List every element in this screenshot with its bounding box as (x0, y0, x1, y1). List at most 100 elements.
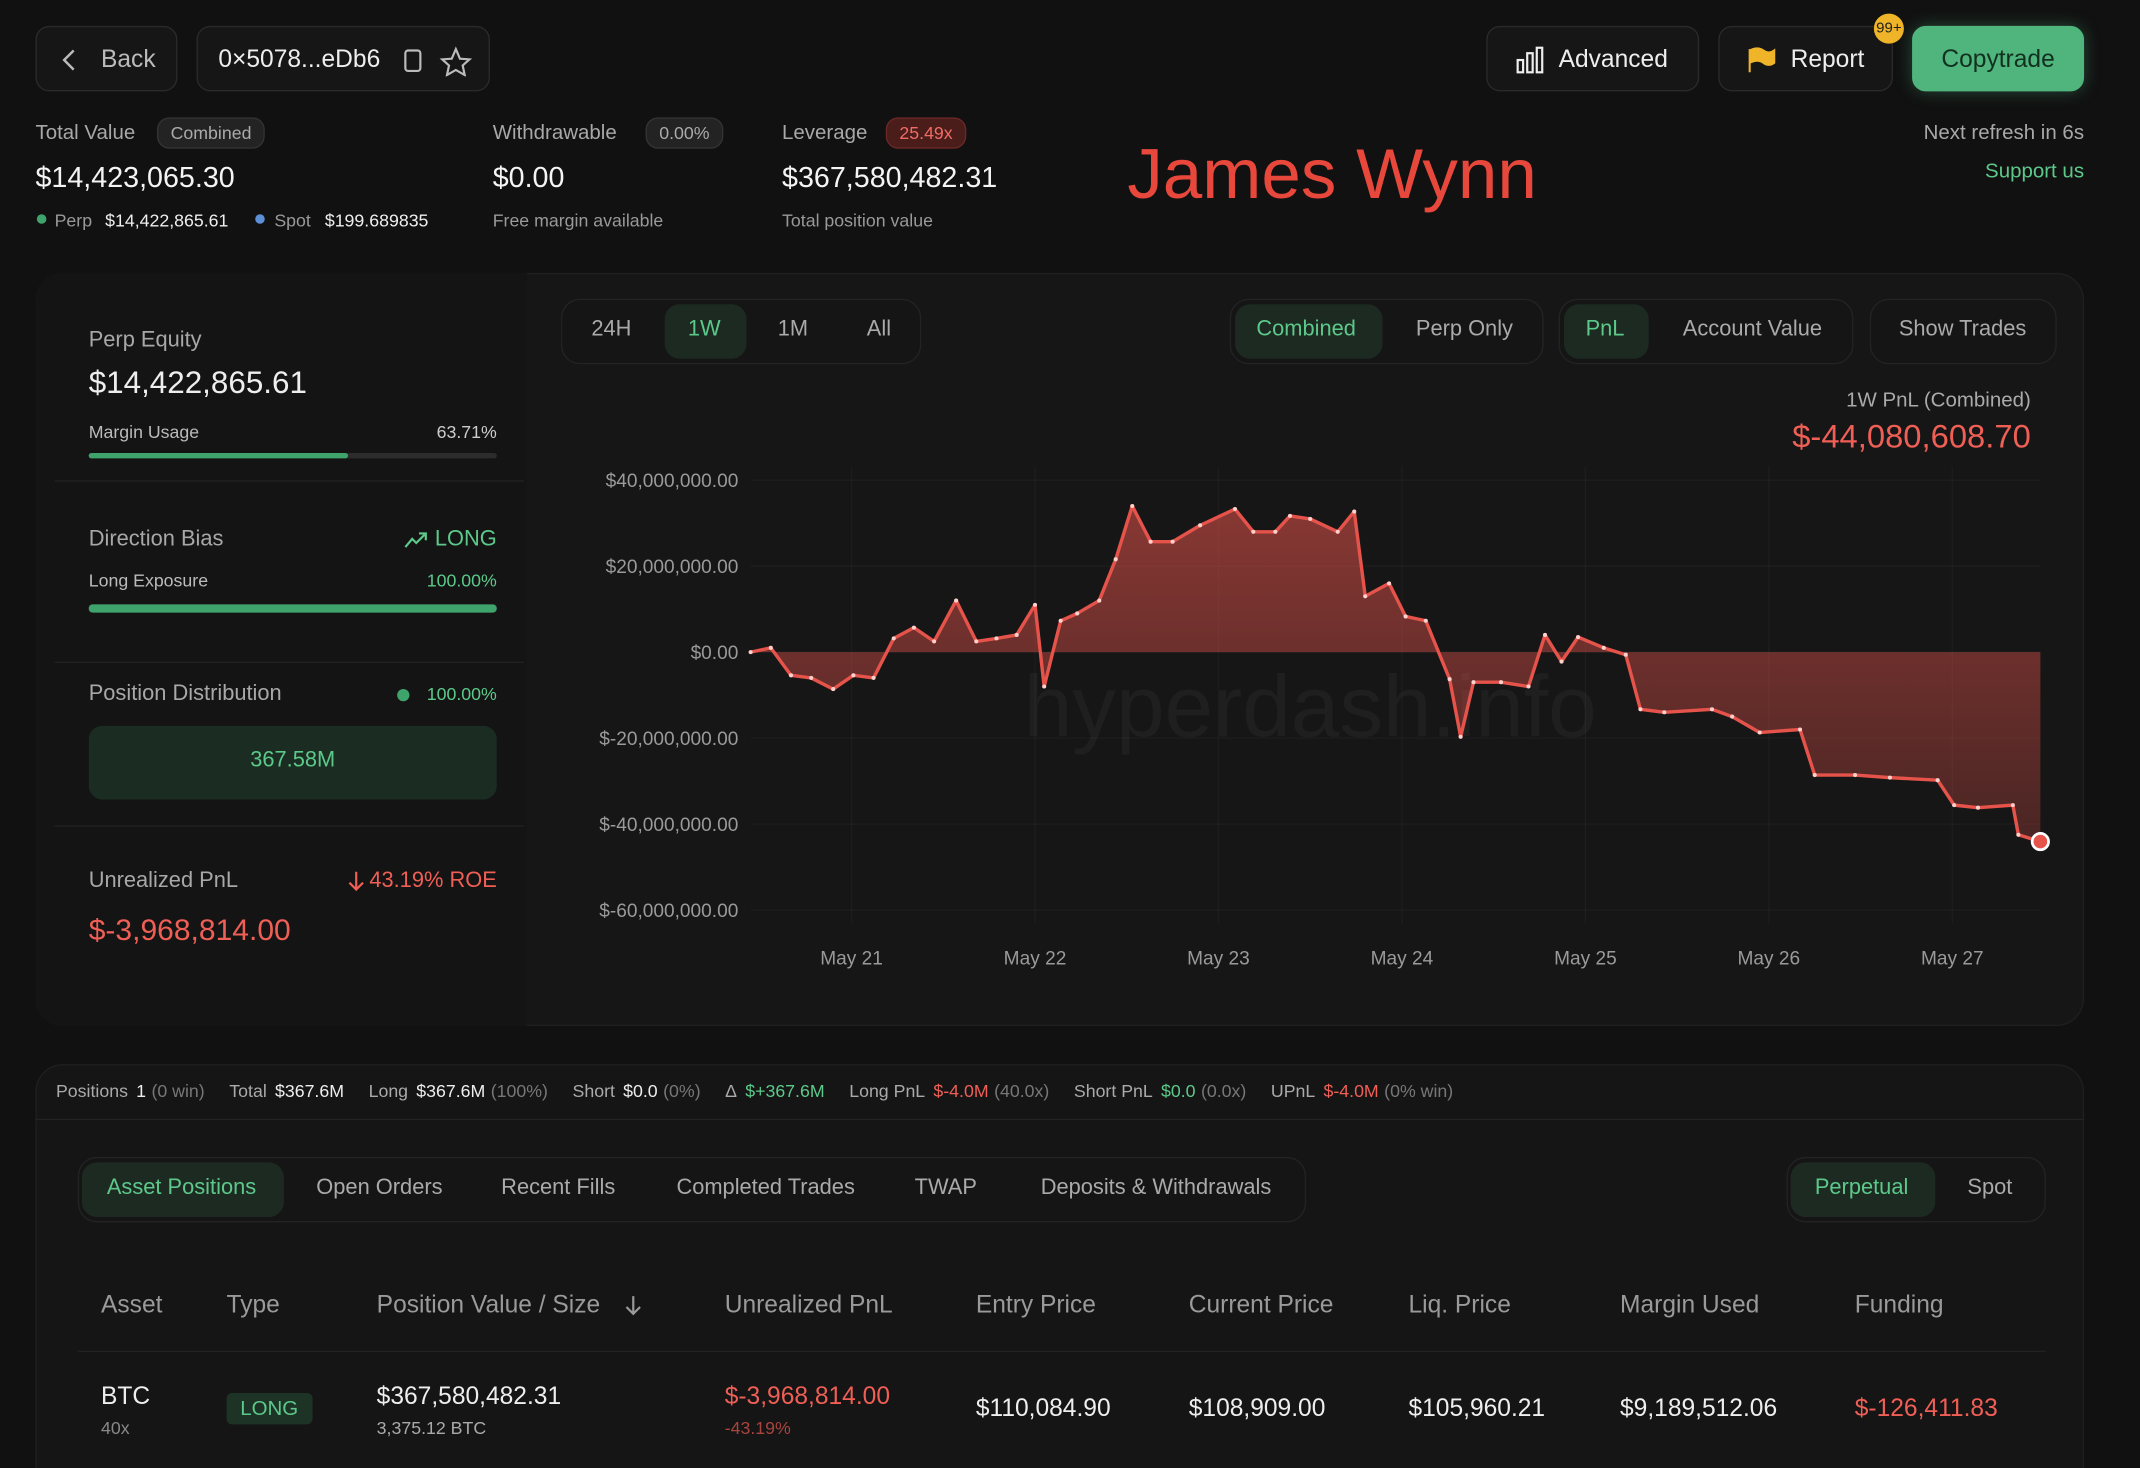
show-trades-label[interactable]: Show Trades (1898, 317, 2027, 342)
point (1471, 680, 1476, 685)
upnl-value: $-3,968,814.00 (88, 912, 291, 947)
point (1797, 727, 1803, 732)
stat-tag: Combined (156, 117, 266, 149)
control-option[interactable]: Account Value (1682, 317, 1823, 342)
tab[interactable]: Recent Fills (501, 1176, 616, 1200)
area (750, 506, 2041, 842)
market-tab[interactable]: Perpetual (1814, 1176, 1909, 1200)
control-option[interactable]: Combined (1256, 317, 1356, 342)
tab[interactable]: Deposits & Withdrawals (1040, 1176, 1272, 1200)
control-option[interactable]: PnL (1585, 317, 1625, 342)
point (1730, 714, 1735, 719)
summary-value: $-4.0M (933, 1080, 989, 1101)
point (768, 645, 773, 650)
sidebar (35, 272, 527, 1026)
address: 0×5078...eDb6 (218, 45, 381, 73)
x-tick-label: May 27 (1921, 949, 1984, 970)
show-trades-button[interactable] (1869, 298, 2057, 365)
tab[interactable]: Open Orders (316, 1176, 443, 1200)
y-tick-label: $-60,000,000.00 (599, 901, 738, 922)
summary-value: 1 (136, 1080, 147, 1101)
point (1526, 684, 1531, 689)
summary-item: Δ $+367.6M (725, 1081, 824, 1101)
point (2016, 832, 2021, 837)
margin-price: $9,189,512.06 (1620, 1394, 1778, 1422)
liq-price: $105,960.21 (1408, 1394, 1546, 1422)
point (1853, 772, 1858, 778)
control-option[interactable]: 1M (777, 317, 809, 342)
point (1542, 632, 1548, 637)
control-option[interactable]: 1W (687, 317, 721, 342)
position-size: 3,375.12 BTC (376, 1417, 487, 1438)
summary-bar: Positions 1 (0 win) Total $367.6M Long $367.6M… (56, 1081, 1453, 1101)
point (1887, 775, 1892, 780)
report-button[interactable]: Report (1718, 25, 1893, 92)
back-button[interactable]: Back (35, 25, 178, 92)
column-header: Funding (1854, 1290, 1944, 1318)
tab[interactable]: Completed Trades (676, 1176, 855, 1200)
summary-label: Long (368, 1080, 409, 1101)
point (1812, 772, 1817, 778)
y-tick-label: $40,000,000.00 (606, 471, 739, 492)
column-header: Asset (100, 1290, 163, 1318)
market-tab[interactable]: Spot (1967, 1176, 2013, 1200)
column-header: Position Value / Size (376, 1290, 601, 1318)
address-icons[interactable] (403, 46, 485, 77)
point (954, 598, 959, 603)
control-option[interactable]: Perp Only (1415, 317, 1513, 342)
point (1387, 581, 1392, 586)
spot-dot (255, 214, 265, 224)
control-option[interactable]: All (866, 317, 892, 342)
sort-icon[interactable] (624, 1295, 643, 1317)
summary-value: $+367.6M (745, 1080, 825, 1101)
copytrade-label: Copytrade (1941, 45, 2055, 73)
upnl-label: Unrealized PnL (88, 869, 239, 893)
perp-dot (36, 214, 47, 224)
point (1113, 557, 1118, 562)
support-link[interactable]: Support us (1985, 159, 2085, 183)
margin-usage-bar (88, 452, 349, 459)
point (1097, 598, 1102, 603)
direction-label: Direction Bias (88, 527, 224, 552)
perp-equity-label: Perp Equity (88, 328, 202, 352)
stat-value: $367,580,482.31 (782, 162, 998, 194)
stat-tag: 25.49x (885, 117, 967, 149)
margin-usage-track (88, 452, 497, 459)
point (932, 639, 937, 644)
copytrade-button[interactable]: Copytrade (1912, 25, 2085, 92)
active-pill (1790, 1162, 1936, 1217)
stat-value: $14,423,065.30 (35, 162, 235, 194)
tab[interactable]: Asset Positions (106, 1176, 257, 1200)
point (1757, 730, 1762, 735)
summary-value: $0.0 (1160, 1080, 1196, 1101)
exposure-label: Long Exposure (88, 570, 209, 591)
point (1498, 680, 1504, 685)
perp-value: $14,422,865.61 (105, 210, 229, 231)
point (974, 639, 979, 644)
summary-item: Short $0.0 (0%) (573, 1081, 701, 1101)
point (1148, 539, 1153, 544)
exposure-track (88, 604, 497, 613)
summary-note: (0.0x) (1200, 1080, 1247, 1101)
tab[interactable]: TWAP (914, 1176, 977, 1200)
summary-item: Positions 1 (0 win) (56, 1081, 205, 1101)
margin-usage-label: Margin Usage (88, 421, 200, 443)
y-tick-label: $-40,000,000.00 (599, 815, 738, 836)
x-tick-label: May 23 (1187, 949, 1250, 970)
end-point (2030, 832, 2050, 852)
x-tick-label: May 24 (1371, 949, 1434, 970)
upnl: $-3,968,814.00 (724, 1382, 890, 1410)
point (1559, 659, 1564, 664)
control-option[interactable]: 24H (591, 317, 632, 342)
advanced-button[interactable]: Advanced (1486, 25, 1700, 92)
spot-value: $199.689835 (324, 210, 429, 231)
notification-badge: 99+ (1873, 13, 1904, 44)
point (1935, 778, 1940, 783)
point (1058, 618, 1063, 623)
address-box: 0×5078...eDb6 (196, 25, 490, 92)
funding: $-126,411.83 (1854, 1394, 1998, 1422)
type-badge: LONG (226, 1392, 312, 1425)
point (1232, 506, 1238, 512)
asset: BTC (100, 1382, 151, 1410)
